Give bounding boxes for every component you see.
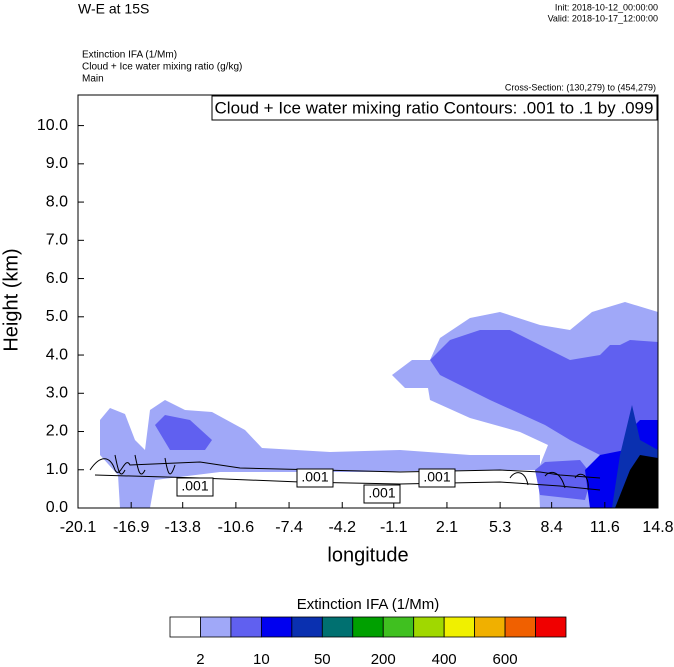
colorbar-swatch xyxy=(535,616,567,638)
plot-frame xyxy=(77,94,659,509)
y-tick-label: 0.0 xyxy=(46,499,68,516)
contour-line xyxy=(509,471,589,491)
colorbar-tick-label: 2 xyxy=(196,651,204,667)
y-tick-label: 3.0 xyxy=(46,384,68,401)
colorbar-swatch xyxy=(382,616,415,638)
colorbar-tick-label: 600 xyxy=(493,651,518,667)
contour-line xyxy=(94,474,601,491)
x-tick-label: -7.4 xyxy=(275,519,303,536)
colorbar-tick-label: 400 xyxy=(432,651,457,667)
y-tick-label: 5.0 xyxy=(46,308,68,325)
chart-title: W-E at 15S xyxy=(78,1,149,17)
y-tick-label: 2.0 xyxy=(46,423,68,440)
field-name: Cloud + Ice water mixing ratio (g/kg) xyxy=(82,62,242,73)
x-tick-label: -1.1 xyxy=(380,519,408,536)
colorbar-swatch xyxy=(321,616,354,638)
contour-fill xyxy=(100,400,540,508)
x-tick-label: 5.3 xyxy=(489,519,511,536)
x-tick-label: -13.8 xyxy=(164,519,201,536)
colorbar-swatch xyxy=(352,616,384,638)
colorbar-tick-label: 10 xyxy=(253,651,270,667)
contour-info: Cloud + Ice water mixing ratio Contours:… xyxy=(215,98,654,117)
init-time: Init: 2018-10-12_00:00:00 xyxy=(555,2,658,12)
y-tick-label: 10.0 xyxy=(37,117,68,134)
field-name: Main xyxy=(82,74,104,85)
y-tick-label: 1.0 xyxy=(46,461,68,478)
contour-label-box xyxy=(296,468,334,488)
x-tick-label: -16.9 xyxy=(113,519,150,536)
colorbar-swatch xyxy=(200,616,232,638)
x-tick-label: 2.1 xyxy=(436,519,458,536)
colorbar-swatch xyxy=(291,616,323,638)
colorbar-swatch xyxy=(169,616,201,638)
contour-info-box xyxy=(211,95,658,121)
x-tick-label: -10.6 xyxy=(218,519,255,536)
colorbar-swatch xyxy=(260,616,293,638)
valid-time: Valid: 2018-10-17_12:00:00 xyxy=(548,13,658,23)
contour-line xyxy=(114,454,176,475)
colorbar-tick-label: 200 xyxy=(371,651,396,667)
contour-label-box xyxy=(418,468,456,488)
colorbar-swatch xyxy=(230,616,262,638)
field-name: Extinction IFA (1/Mm) xyxy=(82,50,177,61)
colorbar-swatch xyxy=(504,616,536,638)
contour-label-box xyxy=(176,477,214,497)
filled-contours xyxy=(100,302,658,508)
x-tick-label: -4.2 xyxy=(328,519,356,536)
y-tick-label: 9.0 xyxy=(46,155,68,172)
contour-fill xyxy=(535,460,592,500)
x-tick-label: 14.8 xyxy=(642,519,673,536)
colorbar-swatch xyxy=(413,616,445,638)
y-tick-label: 4.0 xyxy=(46,346,68,363)
y-tick-label: 6.0 xyxy=(46,270,68,287)
contour-label: .001 xyxy=(181,478,208,494)
colorbar-title: Extinction IFA (1/Mm) xyxy=(297,596,440,613)
contour-label-box xyxy=(363,484,401,504)
y-tick-label: 8.0 xyxy=(46,193,68,210)
y-axis-label: Height (km) xyxy=(0,248,22,351)
colorbar-swatch xyxy=(474,616,506,638)
x-tick-label: 11.6 xyxy=(590,519,620,536)
contour-label: .001 xyxy=(301,469,328,485)
x-axis-label: longitude xyxy=(327,544,408,566)
colorbar-tick-label: 50 xyxy=(314,651,331,667)
cross-section: Cross-Section: (130,279) to (454,279) xyxy=(505,82,656,92)
contour-fill xyxy=(615,455,658,508)
y-tick-label: 7.0 xyxy=(46,232,68,249)
x-tick-label: -20.1 xyxy=(60,519,97,536)
contour-line xyxy=(89,458,601,479)
contour-label: .001 xyxy=(368,485,395,501)
contour-fill xyxy=(155,415,212,450)
colorbar-swatch xyxy=(443,616,476,638)
contour-label: .001 xyxy=(423,469,450,485)
x-tick-label: 8.4 xyxy=(541,519,563,536)
